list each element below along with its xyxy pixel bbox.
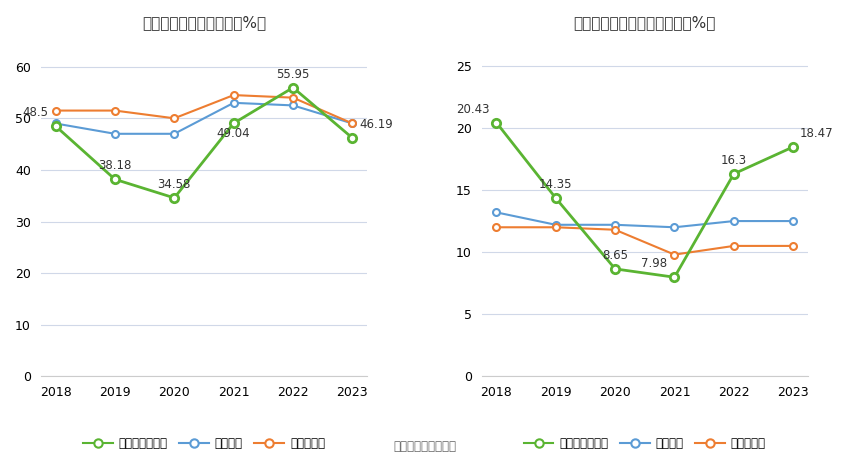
Text: 48.5: 48.5 (23, 106, 48, 119)
Title: 近年来资产负债率情况（%）: 近年来资产负债率情况（%） (142, 15, 266, 30)
Text: 38.18: 38.18 (99, 159, 132, 173)
Text: 34.58: 34.58 (157, 178, 191, 191)
Text: 18.47: 18.47 (800, 127, 834, 140)
Legend: 公司资产负债率, 行业均值, 行业中位数: 公司资产负债率, 行业均值, 行业中位数 (78, 432, 330, 455)
Legend: 有息资产负债率, 行业均值, 行业中位数: 有息资产负债率, 行业均值, 行业中位数 (519, 432, 770, 455)
Text: 数据来源：恒生聚源: 数据来源：恒生聚源 (394, 440, 456, 453)
Text: 46.19: 46.19 (360, 118, 393, 131)
Text: 7.98: 7.98 (642, 257, 667, 270)
Text: 49.04: 49.04 (217, 127, 251, 140)
Title: 近年来有息资产负债率情况（%）: 近年来有息资产负债率情况（%） (574, 15, 716, 30)
Text: 20.43: 20.43 (456, 102, 490, 116)
Text: 8.65: 8.65 (602, 249, 628, 262)
Text: 16.3: 16.3 (721, 154, 747, 167)
Text: 14.35: 14.35 (539, 178, 573, 191)
Text: 55.95: 55.95 (276, 67, 309, 81)
